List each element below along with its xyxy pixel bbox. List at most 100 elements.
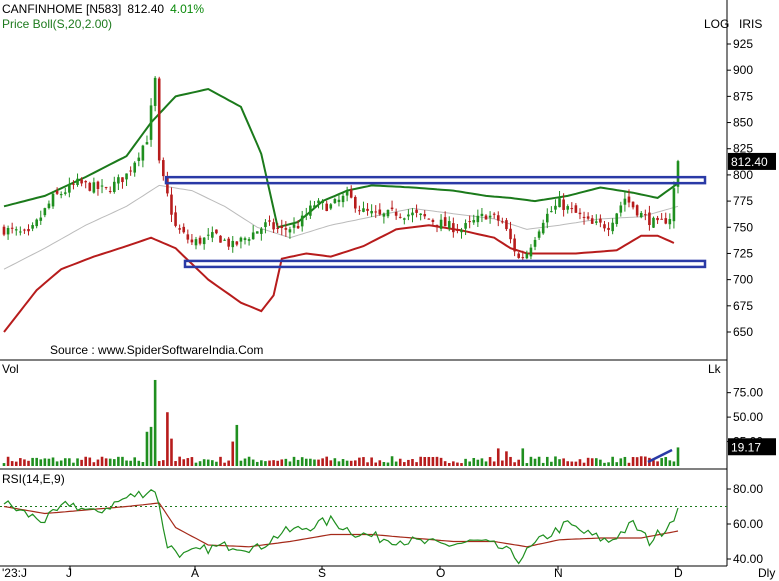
volume-bar (378, 460, 382, 466)
candle-body (619, 205, 623, 213)
volume-bar (496, 448, 500, 466)
candle-body (435, 224, 439, 226)
candle-body (27, 228, 30, 232)
candle-body (537, 231, 541, 238)
volume-bar (23, 459, 26, 466)
volume-bar (133, 457, 137, 466)
candle-body (321, 201, 324, 203)
volume-bar (112, 459, 116, 466)
volume-bar (635, 457, 639, 466)
candle-body (88, 182, 92, 191)
candle-body (407, 214, 410, 217)
volume-bar (623, 456, 627, 466)
x-month-label: J (66, 566, 72, 580)
candle-body (635, 205, 639, 216)
volume-bar (309, 458, 312, 466)
volume-bar (174, 461, 177, 466)
candle-body (51, 193, 55, 207)
volume-bar (219, 456, 222, 466)
volume-bar (125, 460, 128, 466)
volume-bar (325, 456, 329, 466)
candle-body (554, 205, 557, 210)
volume-bar (321, 458, 324, 466)
candle-body (529, 247, 533, 257)
candle-body (521, 257, 525, 259)
volume-bar (182, 459, 186, 466)
candle-body (562, 199, 565, 210)
volume-bar (76, 458, 79, 466)
volume-bar (304, 458, 308, 466)
last-price-tag (728, 152, 776, 170)
candle-body (96, 181, 100, 189)
candle-body (623, 198, 627, 205)
candle-body (403, 218, 406, 220)
volume-bar (394, 461, 398, 466)
volume-bar (476, 459, 480, 466)
candle-body (505, 220, 508, 230)
volume-bar (223, 462, 226, 466)
candle-body (235, 241, 239, 245)
candle-body (574, 205, 578, 213)
candle-body (39, 217, 43, 221)
candle-body (480, 213, 484, 216)
volume-bar (644, 456, 647, 466)
candle-body (31, 225, 34, 229)
volume-bar (537, 456, 541, 466)
price-tick-label: 850 (733, 116, 753, 130)
candle-body (251, 232, 255, 240)
rsi-panel-label: RSI(14,E,9) (2, 472, 65, 486)
candle-body (68, 183, 71, 193)
volume-bar (280, 459, 284, 466)
volume-bar (362, 457, 365, 466)
volume-last-tag-label: 19.17 (731, 440, 761, 454)
volume-bar (533, 458, 537, 466)
candle-body (157, 78, 161, 161)
candle-body (468, 221, 471, 223)
volume-bar (619, 458, 623, 466)
volume-bar (390, 456, 394, 466)
volume-bar (231, 441, 235, 466)
volume-bar (509, 456, 512, 466)
volume-bar (607, 462, 610, 466)
iris-toggle[interactable]: IRIS (739, 17, 763, 31)
rsi-signal-line (3, 502, 679, 548)
candle-body (300, 215, 304, 227)
candle-body (676, 161, 680, 187)
volume-bar (566, 461, 570, 466)
volume-bar (145, 431, 149, 466)
price-tick-label: 875 (733, 89, 753, 103)
volume-bar (268, 460, 271, 466)
volume-bar (35, 457, 38, 466)
volume-bar (198, 461, 202, 466)
candle-body (456, 229, 459, 231)
candle-body (92, 182, 96, 193)
volume-bar (435, 456, 439, 466)
candle-body (108, 191, 112, 193)
candle-body (313, 205, 316, 208)
volume-bar (452, 461, 455, 466)
candle-body (439, 219, 443, 229)
candle-body (227, 238, 230, 247)
candle-body (219, 235, 222, 243)
bollinger-upper-band (3, 87, 679, 229)
volume-bar (386, 462, 390, 466)
candle-body (374, 211, 378, 213)
volume-bar (84, 456, 87, 466)
volume-bar (419, 456, 422, 466)
log-toggle[interactable]: LOG (704, 17, 730, 31)
volume-bar (411, 459, 414, 466)
volume-bar (296, 459, 300, 466)
candle-body (325, 203, 329, 212)
candle-body (427, 218, 431, 220)
volume-bar (382, 462, 386, 466)
x-month-label: S (318, 566, 326, 580)
volume-bar (521, 448, 525, 466)
volume-bar (570, 461, 574, 466)
candle-body (345, 191, 349, 196)
candle-body (80, 179, 83, 184)
candle-body (541, 222, 545, 234)
volume-bar (68, 458, 71, 466)
volume-bar (464, 458, 467, 466)
volume-tick-label: 75.00 (733, 386, 763, 400)
